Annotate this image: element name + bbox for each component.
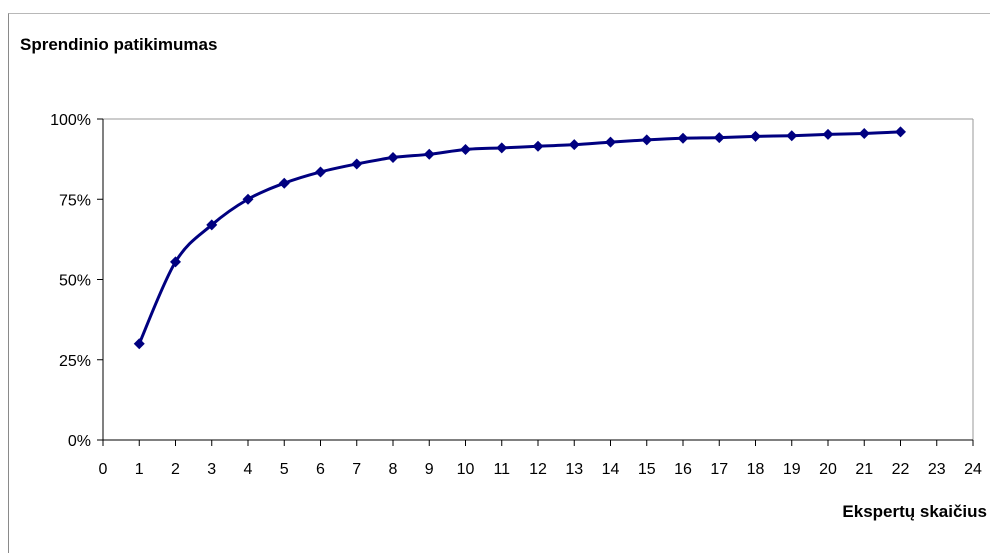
x-tick-label: 16: [674, 461, 692, 478]
data-point: [641, 134, 653, 146]
x-tick-label: 9: [425, 461, 434, 478]
data-point: [496, 142, 508, 154]
data-point: [133, 338, 145, 350]
data-point: [242, 193, 254, 205]
x-tick-label: 19: [783, 461, 801, 478]
x-tick-label: 24: [964, 461, 982, 478]
chart-title: Sprendinio patikimumas: [20, 35, 217, 54]
data-point: [278, 177, 290, 189]
x-tick-label: 11: [493, 461, 510, 478]
x-tick-label: 4: [244, 461, 253, 478]
data-point: [713, 132, 725, 144]
x-tick-label: 15: [638, 461, 656, 478]
y-tick-label: 75%: [59, 192, 91, 209]
data-point: [786, 130, 798, 142]
x-tick-label: 7: [352, 461, 361, 478]
data-point: [532, 140, 544, 152]
data-point: [170, 256, 181, 268]
x-tick-label: 23: [928, 461, 946, 478]
data-point: [315, 166, 326, 178]
y-tick-label: 25%: [59, 353, 91, 370]
plot-area: 0%25%50%75%100%0 1 2 3 4 5 6 7 8 9 10 11 12 13 14 15 16 1…: [50, 112, 982, 478]
x-tick-label: 17: [710, 461, 728, 478]
x-tick-label: 5: [280, 461, 289, 478]
x-tick-label: 1: [135, 461, 144, 478]
x-tick-label: 8: [389, 461, 398, 478]
x-tick-label: 0: [99, 461, 108, 478]
x-tick-label: 12: [529, 461, 547, 478]
x-tick-label: 18: [747, 461, 765, 478]
data-point: [895, 126, 906, 138]
chart-frame: [8, 13, 990, 553]
x-tick-label: 6: [316, 461, 325, 478]
data-point: [677, 132, 689, 144]
x-tick-label: 20: [819, 461, 837, 478]
data-point: [351, 158, 363, 170]
data-point: [387, 152, 399, 164]
x-tick-label: 10: [457, 461, 475, 478]
x-tick-label: 13: [565, 461, 583, 478]
x-tick-label: 22: [892, 461, 910, 478]
x-tick-label: 2: [171, 461, 180, 478]
data-point: [568, 139, 580, 151]
y-tick-label: 50%: [59, 273, 91, 290]
data-point: [822, 128, 834, 140]
x-tick-label: 3: [207, 461, 216, 478]
data-point: [605, 136, 616, 148]
data-point: [460, 143, 471, 155]
y-tick-label: 0%: [68, 433, 91, 450]
data-point: [206, 219, 218, 231]
series-line: [137, 130, 901, 345]
x-tick-label: 14: [602, 461, 620, 478]
data-point: [858, 127, 870, 139]
data-point: [750, 130, 761, 142]
y-tick-label: 100%: [50, 112, 91, 129]
x-tick-label: 21: [855, 461, 873, 478]
x-axis-title: Ekspertų skaičius: [842, 502, 987, 521]
data-point: [423, 148, 435, 160]
